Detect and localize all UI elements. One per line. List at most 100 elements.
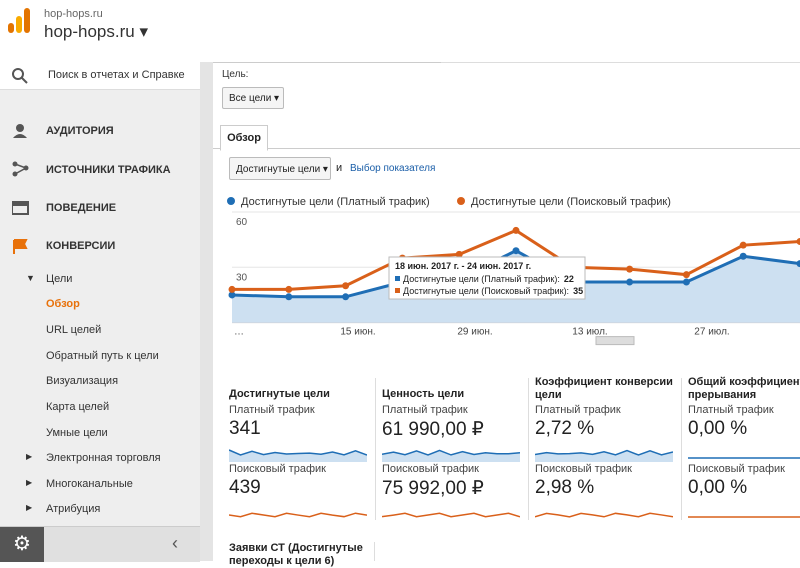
nav-subitem[interactable]: Цели bbox=[46, 273, 72, 285]
nav-item[interactable]: КОНВЕРСИИ bbox=[46, 240, 115, 252]
point bbox=[285, 286, 292, 293]
tab[interactable]: Обзор bbox=[220, 125, 268, 151]
scroll-handle bbox=[596, 337, 634, 345]
card-divider bbox=[528, 378, 529, 520]
nav-subitem-active[interactable]: Обзор bbox=[46, 298, 80, 310]
sparkline bbox=[688, 442, 800, 462]
tooltip-value: 35 bbox=[573, 286, 583, 296]
tooltip-line: Достигнутые цели (Поисковый трафик): 35 bbox=[403, 286, 583, 296]
card-label: Поисковый трафик bbox=[688, 463, 785, 475]
sparkline-line bbox=[382, 513, 520, 517]
card-title: Коэффициент конверсии цели bbox=[535, 376, 675, 402]
point bbox=[342, 282, 349, 289]
x-tick-label: 29 июн. bbox=[457, 327, 492, 338]
property-name: hop-hops.ru bbox=[44, 22, 135, 41]
point bbox=[513, 227, 520, 234]
card-value: 61 990,00 ₽ bbox=[382, 418, 484, 441]
caret: ▶ bbox=[26, 452, 32, 461]
legend-dot bbox=[457, 197, 465, 205]
property[interactable]: hop-hops.ru ▾ bbox=[44, 22, 148, 42]
card-label: Платный трафик bbox=[382, 404, 468, 416]
sparkline-line bbox=[229, 513, 367, 517]
settings-button[interactable]: ⚙ bbox=[0, 527, 44, 562]
goal-select-text: Все цели bbox=[229, 93, 271, 104]
point bbox=[626, 266, 633, 273]
card-value: 2,98 % bbox=[535, 477, 594, 499]
card-value: 341 bbox=[229, 418, 261, 440]
tooltip-swatch bbox=[395, 288, 400, 293]
sparkline bbox=[382, 501, 520, 521]
point bbox=[683, 271, 690, 278]
divider bbox=[213, 62, 441, 63]
nav-item[interactable]: ИСТОЧНИКИ ТРАФИКА bbox=[46, 164, 171, 176]
sparkline bbox=[229, 442, 367, 462]
metric-select-text: Достигнутые цели bbox=[236, 164, 320, 175]
tooltip-value: 22 bbox=[564, 274, 574, 284]
nav-icons bbox=[12, 124, 32, 264]
nav-subitem[interactable]: Электронная торговля bbox=[46, 452, 161, 464]
metric-select[interactable]: Достигнутые цели ▾ bbox=[229, 157, 331, 180]
search-icon bbox=[12, 68, 28, 84]
metric-link[interactable]: Выбор показателя bbox=[350, 163, 435, 174]
search-text: Поиск в отчетах и Справке bbox=[48, 69, 185, 81]
legend-dot bbox=[227, 197, 235, 205]
nav-subitem[interactable]: Умные цели bbox=[46, 427, 108, 439]
tab-line bbox=[213, 148, 800, 149]
gutter bbox=[200, 62, 213, 561]
card-value: 439 bbox=[229, 477, 261, 499]
caret: ▶ bbox=[26, 478, 32, 487]
sparkline bbox=[535, 501, 673, 521]
card-label: Платный трафик bbox=[229, 404, 315, 416]
card-value: 0,00 % bbox=[688, 418, 747, 440]
tooltip-label: Достигнутые цели (Платный трафик): bbox=[403, 274, 560, 284]
tooltip-label: Достигнутые цели (Поисковый трафик): bbox=[403, 286, 569, 296]
x-tick-label: 27 июл. bbox=[694, 327, 729, 338]
card-label: Поисковый трафик bbox=[382, 463, 479, 475]
collapse-button[interactable]: ‹ bbox=[172, 533, 178, 554]
caret: ▼ bbox=[26, 273, 35, 283]
nav-item[interactable]: ПОВЕДЕНИЕ bbox=[46, 202, 116, 214]
search-box[interactable]: Поиск в отчетах и Справке bbox=[0, 62, 200, 90]
point bbox=[797, 238, 800, 245]
sparkline-line bbox=[382, 450, 520, 455]
legend-label: Достигнутые цели (Поисковый трафик) bbox=[471, 196, 671, 208]
x-tick-label: 13 июл. bbox=[572, 327, 607, 338]
card-title: Достигнутые цели bbox=[229, 388, 369, 401]
point bbox=[229, 286, 236, 293]
goal-select[interactable]: Все цели ▾ bbox=[222, 87, 284, 109]
card-label: Платный трафик bbox=[688, 404, 774, 416]
nav-subitem[interactable]: Карта целей bbox=[46, 401, 109, 413]
nav-item[interactable]: АУДИТОРИЯ bbox=[46, 125, 114, 137]
point bbox=[626, 279, 633, 286]
sidebar-footer: ⚙ ‹ bbox=[0, 526, 200, 562]
nav-subitem[interactable]: Многоканальные bbox=[46, 478, 133, 490]
nav-subitem[interactable]: Обратный путь к цели bbox=[46, 350, 159, 362]
tooltip-line: Достигнутые цели (Платный трафик): 22 bbox=[403, 274, 574, 284]
card-label: Поисковый трафик bbox=[535, 463, 632, 475]
x-tick-label: … bbox=[234, 327, 244, 338]
sparkline bbox=[382, 442, 520, 462]
point bbox=[740, 242, 747, 249]
point bbox=[285, 293, 292, 300]
x-tick-label: 15 июн. bbox=[340, 327, 375, 338]
card-divider bbox=[374, 542, 375, 561]
card-title: Общий коэффициент прерывания bbox=[688, 376, 800, 402]
nav-subitem[interactable]: Визуализация bbox=[46, 375, 118, 387]
account: hop-hops.ru bbox=[44, 8, 103, 20]
sparkline bbox=[688, 501, 800, 521]
sparkline bbox=[229, 501, 367, 521]
logo bbox=[8, 8, 30, 34]
nav-subitem[interactable]: Атрибуция bbox=[46, 503, 100, 515]
card-divider bbox=[375, 378, 376, 520]
chart: Достигнутые цели (Платный трафик) Достигн… bbox=[213, 185, 800, 350]
point bbox=[683, 279, 690, 286]
tooltip-swatch bbox=[395, 276, 400, 281]
card-label: Поисковый трафик bbox=[229, 463, 326, 475]
y-tick-label: 30 bbox=[236, 272, 248, 283]
nav-subitem[interactable]: URL целей bbox=[46, 324, 101, 336]
header: hop-hops.ru hop-hops.ru ▾ bbox=[0, 0, 800, 63]
card-divider bbox=[681, 378, 682, 520]
tooltip: 18 июн. 2017 г. - 24 июн. 2017 г.Достигн… bbox=[389, 257, 585, 299]
legend-label: Достигнутые цели (Платный трафик) bbox=[241, 196, 430, 208]
